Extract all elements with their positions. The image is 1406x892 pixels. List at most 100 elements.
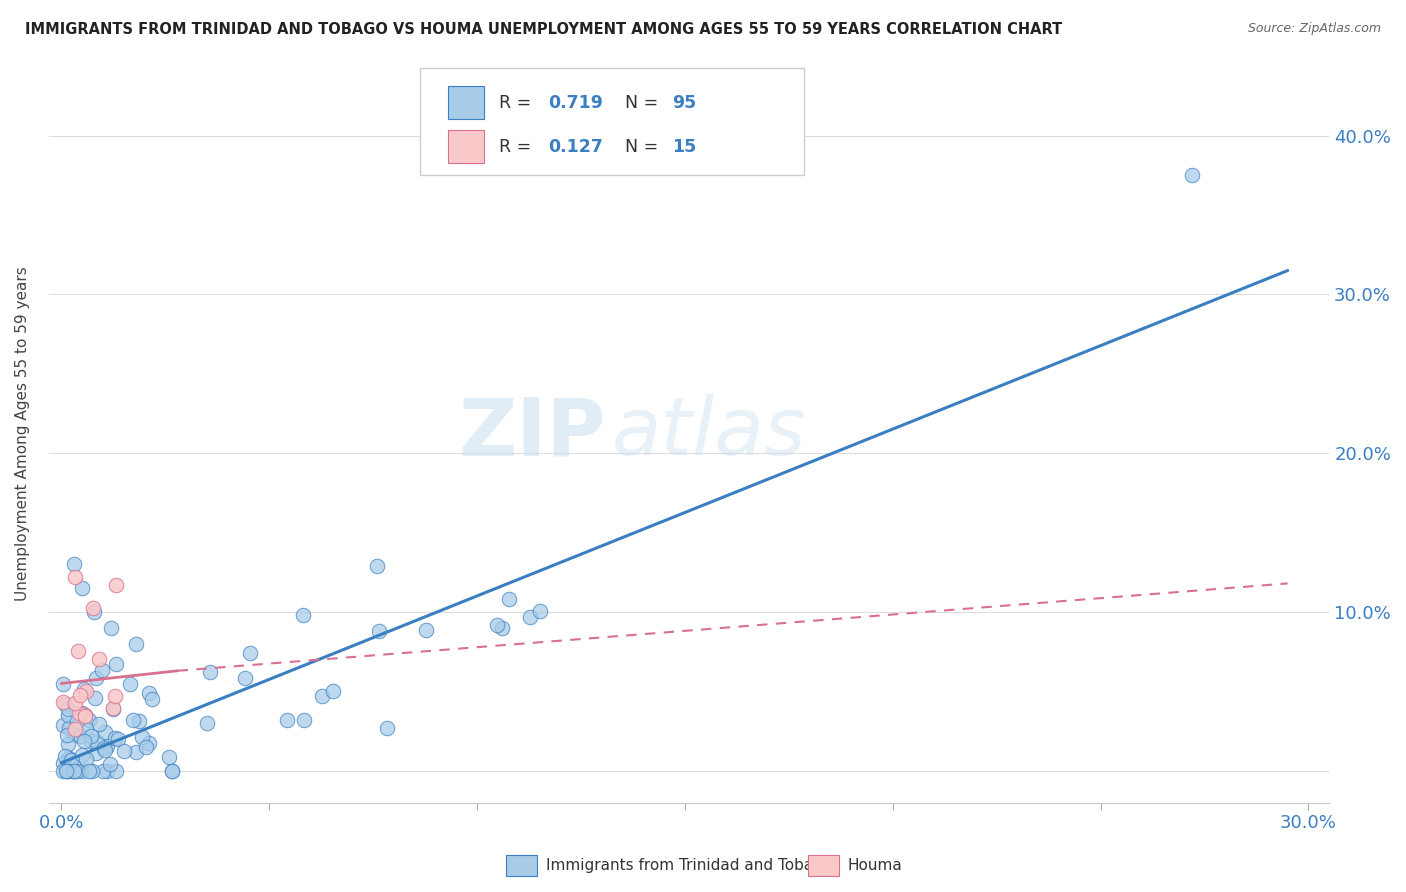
Point	[107, 731, 129, 746]
Point	[235, 671, 257, 685]
Point	[104, 731, 127, 745]
Point	[311, 690, 333, 704]
Point	[138, 686, 160, 700]
Point	[62, 764, 84, 778]
Point	[75, 752, 97, 766]
Bar	[449, 86, 484, 119]
Point	[80, 734, 103, 748]
Point	[63, 570, 86, 584]
Point	[485, 618, 508, 632]
Point	[162, 764, 184, 778]
Point	[82, 600, 104, 615]
Point	[67, 706, 90, 721]
Point	[82, 764, 104, 778]
Point	[96, 739, 118, 753]
Point	[73, 682, 96, 697]
Point	[276, 714, 298, 728]
Point	[118, 677, 141, 691]
Point	[58, 722, 80, 736]
Point	[56, 707, 79, 722]
Point	[52, 756, 75, 771]
Point	[157, 750, 180, 764]
Point	[519, 609, 541, 624]
Point	[128, 714, 150, 728]
Point	[103, 701, 125, 715]
Point	[100, 621, 122, 635]
Point	[63, 722, 86, 736]
Text: Houma: Houma	[848, 858, 903, 872]
Point	[96, 764, 118, 778]
Point	[60, 753, 83, 767]
Point	[58, 750, 80, 764]
Point	[80, 729, 103, 743]
Point	[77, 713, 100, 727]
Bar	[449, 130, 484, 163]
Point	[55, 764, 77, 778]
Text: N =: N =	[626, 138, 664, 156]
Point	[375, 721, 398, 735]
Point	[87, 652, 110, 666]
Point	[125, 745, 148, 759]
Text: atlas: atlas	[612, 394, 807, 473]
Point	[56, 728, 79, 742]
Point	[125, 637, 148, 651]
Point	[72, 709, 94, 723]
Point	[66, 644, 89, 658]
Point	[131, 730, 153, 744]
Point	[75, 722, 97, 736]
Point	[73, 734, 96, 748]
Point	[56, 737, 79, 751]
Point	[75, 684, 97, 698]
Point	[77, 764, 100, 778]
Point	[415, 623, 437, 637]
Point	[70, 581, 93, 595]
Point	[93, 743, 115, 757]
Point	[1181, 168, 1204, 182]
Text: 0.127: 0.127	[548, 138, 603, 156]
Point	[66, 714, 89, 728]
Point	[138, 736, 160, 750]
Point	[56, 702, 79, 716]
Point	[292, 607, 315, 622]
Point	[62, 558, 84, 572]
Text: R =: R =	[499, 138, 537, 156]
Text: N =: N =	[626, 94, 664, 112]
Point	[63, 696, 86, 710]
Point	[86, 671, 108, 685]
FancyBboxPatch shape	[420, 68, 804, 175]
Text: R =: R =	[499, 94, 537, 112]
Point	[112, 744, 135, 758]
Point	[75, 708, 97, 723]
Point	[292, 713, 315, 727]
Point	[53, 749, 76, 764]
Point	[52, 718, 75, 732]
Point	[322, 684, 344, 698]
Point	[105, 657, 128, 672]
Text: Source: ZipAtlas.com: Source: ZipAtlas.com	[1247, 22, 1381, 36]
Text: 0.719: 0.719	[548, 94, 603, 112]
Point	[93, 725, 115, 739]
Text: Immigrants from Trinidad and Tobago: Immigrants from Trinidad and Tobago	[546, 858, 832, 872]
Point	[91, 663, 114, 677]
Point	[55, 764, 77, 778]
Point	[105, 764, 128, 778]
Point	[66, 764, 89, 778]
Point	[63, 764, 86, 778]
Point	[83, 605, 105, 619]
Point	[70, 747, 93, 762]
Point	[52, 677, 75, 691]
Point	[52, 764, 75, 778]
Point	[91, 764, 114, 778]
Point	[239, 646, 262, 660]
Point	[87, 717, 110, 731]
Point	[63, 764, 86, 778]
Point	[86, 735, 108, 749]
Text: ZIP: ZIP	[458, 394, 606, 473]
Point	[122, 713, 145, 727]
Point	[368, 624, 391, 638]
Point	[162, 764, 184, 778]
Text: IMMIGRANTS FROM TRINIDAD AND TOBAGO VS HOUMA UNEMPLOYMENT AMONG AGES 55 TO 59 YE: IMMIGRANTS FROM TRINIDAD AND TOBAGO VS H…	[25, 22, 1063, 37]
Point	[86, 747, 108, 761]
Point	[135, 739, 157, 754]
Point	[103, 702, 125, 716]
